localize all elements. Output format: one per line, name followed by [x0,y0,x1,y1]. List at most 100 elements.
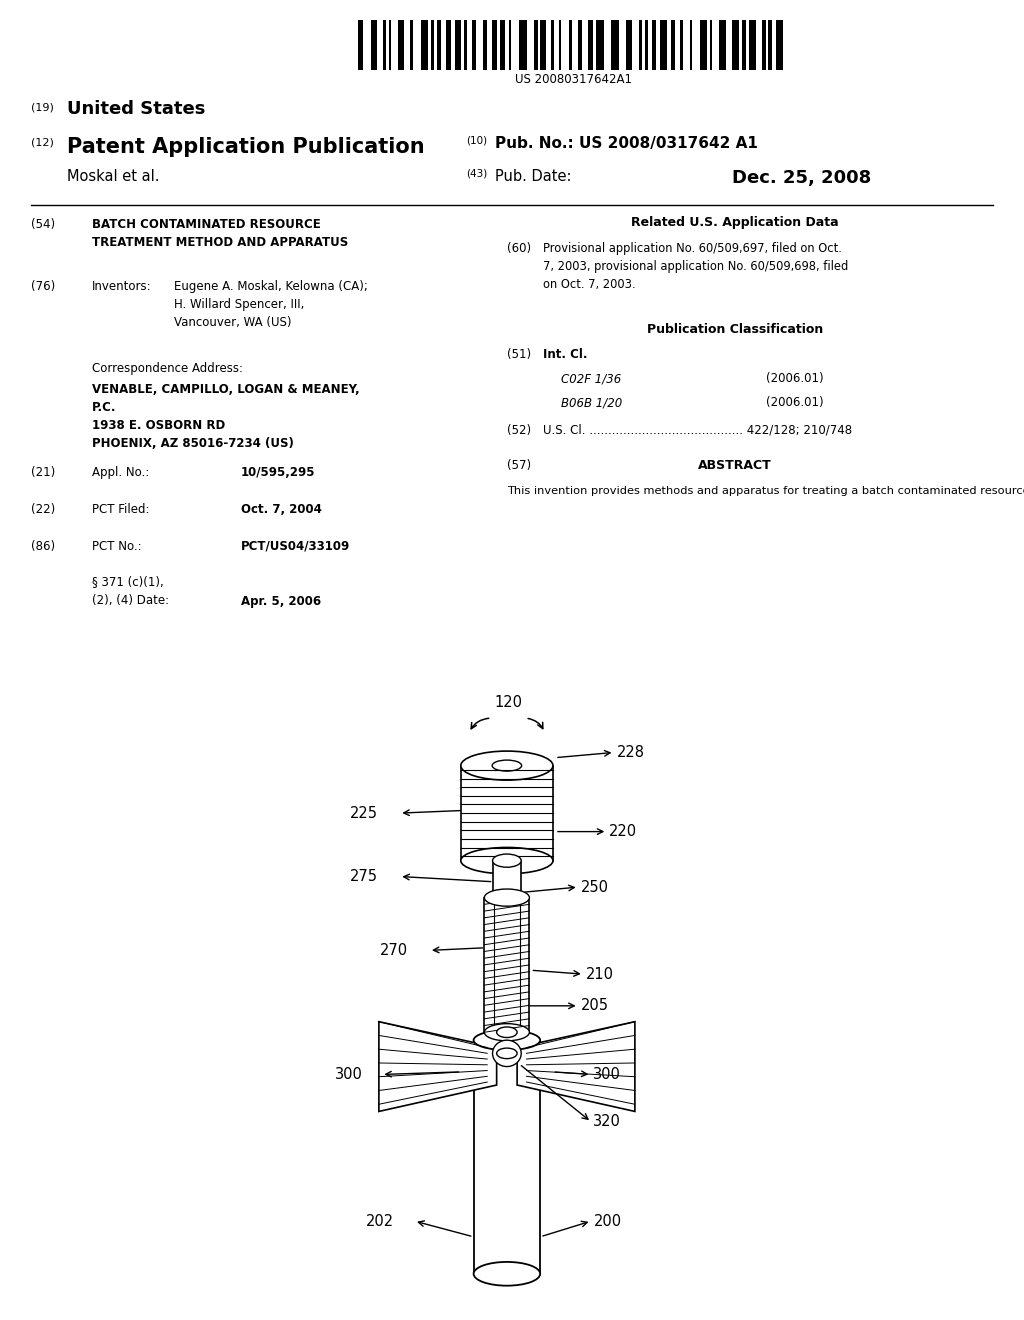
Bar [483,20,486,70]
Bar [431,20,434,70]
Polygon shape [379,1022,497,1111]
Bar [509,20,511,70]
Bar [446,20,452,70]
Text: 205: 205 [581,998,608,1014]
Bar [534,20,538,70]
Text: 250: 250 [581,879,608,895]
Bar [651,20,656,70]
Bar [741,20,745,70]
Bar [749,20,756,70]
Ellipse shape [493,854,521,867]
Text: US 20080317642A1: US 20080317642A1 [515,73,632,86]
Text: (43): (43) [466,169,487,180]
Bar [464,20,467,70]
Ellipse shape [493,760,521,771]
Text: Eugene A. Moskal, Kelowna (CA);
H. Willard Spencer, III,
Vancouver, WA (US): Eugene A. Moskal, Kelowna (CA); H. Willa… [174,280,368,329]
Bar [645,20,647,70]
Text: Pub. Date:: Pub. Date: [495,169,571,183]
Text: Inventors:: Inventors: [92,280,152,293]
Text: (12): (12) [31,137,53,148]
Bar [559,20,561,70]
Text: Pub. No.: US 2008/0317642 A1: Pub. No.: US 2008/0317642 A1 [495,136,758,150]
Bar [389,20,391,70]
Bar [398,20,404,70]
Bar [611,20,618,70]
Bar [371,20,377,70]
Ellipse shape [461,847,553,874]
Bar [579,20,583,70]
Bar [473,1040,541,1274]
Text: (86): (86) [31,540,55,553]
Bar [762,20,766,70]
Text: 300: 300 [336,1067,364,1082]
Bar [671,20,675,70]
Text: 320: 320 [594,1114,622,1130]
Bar [690,20,692,70]
Text: (21): (21) [31,466,55,479]
Bar [437,20,441,70]
Bar [497,1032,517,1053]
Text: Related U.S. Application Data: Related U.S. Application Data [632,216,839,230]
Text: United States: United States [67,100,205,119]
Text: Correspondence Address:: Correspondence Address: [92,362,243,375]
Text: Publication Classification: Publication Classification [647,323,823,337]
Bar [626,20,632,70]
Text: § 371 (c)(1),
(2), (4) Date:: § 371 (c)(1), (2), (4) Date: [92,576,169,606]
Ellipse shape [493,1040,521,1067]
Bar [519,20,526,70]
Text: (52): (52) [507,424,531,437]
Text: VENABLE, CAMPILLO, LOGAN & MEANEY,
P.C.
1938 E. OSBORN RD
PHOENIX, AZ 85016-7234: VENABLE, CAMPILLO, LOGAN & MEANEY, P.C. … [92,383,359,450]
Text: Moskal et al.: Moskal et al. [67,169,159,183]
Text: This invention provides methods and apparatus for treating a batch contaminated : This invention provides methods and appa… [507,486,1024,496]
Ellipse shape [461,751,553,780]
Text: Int. Cl.: Int. Cl. [543,348,587,362]
Ellipse shape [497,1027,517,1038]
Text: PCT No.:: PCT No.: [92,540,141,553]
Bar [492,20,498,70]
Text: BATCH CONTAMINATED RESOURCE
TREATMENT METHOD AND APPARATUS: BATCH CONTAMINATED RESOURCE TREATMENT ME… [92,218,348,248]
Text: C02F 1/36: C02F 1/36 [561,372,622,385]
Text: 225: 225 [350,805,378,821]
Text: ABSTRACT: ABSTRACT [698,459,772,473]
Text: (57): (57) [507,459,531,473]
Bar [711,20,713,70]
Bar [680,20,683,70]
Text: 10/595,295: 10/595,295 [241,466,315,479]
Bar [411,20,413,70]
Bar [720,20,726,70]
Bar [596,20,604,70]
Bar [768,20,772,70]
Ellipse shape [484,1024,529,1040]
Bar [421,20,428,70]
Text: Appl. No.:: Appl. No.: [92,466,150,479]
Text: 210: 210 [586,966,613,982]
Text: Apr. 5, 2006: Apr. 5, 2006 [241,595,321,609]
Bar [500,20,506,70]
Text: (76): (76) [31,280,55,293]
Ellipse shape [484,890,529,907]
Text: Oct. 7, 2004: Oct. 7, 2004 [241,503,322,516]
Text: 120: 120 [495,696,523,710]
Text: (19): (19) [31,103,53,114]
Bar [461,766,553,861]
Text: PCT Filed:: PCT Filed: [92,503,150,516]
Text: 200: 200 [594,1213,622,1229]
Bar [383,20,386,70]
Text: (2006.01): (2006.01) [766,396,823,409]
Bar [659,20,667,70]
Text: Patent Application Publication: Patent Application Publication [67,137,424,157]
Bar [551,20,554,70]
Bar [639,20,642,70]
Bar [472,20,476,70]
Text: 275: 275 [350,869,378,884]
Text: 228: 228 [616,744,644,760]
Text: (54): (54) [31,218,55,231]
Bar [732,20,739,70]
Text: 220: 220 [609,824,637,840]
Ellipse shape [493,891,521,904]
Text: PCT/US04/33109: PCT/US04/33109 [241,540,350,553]
Text: (22): (22) [31,503,55,516]
Bar [358,20,362,70]
Text: (2006.01): (2006.01) [766,372,823,385]
Bar [541,20,547,70]
